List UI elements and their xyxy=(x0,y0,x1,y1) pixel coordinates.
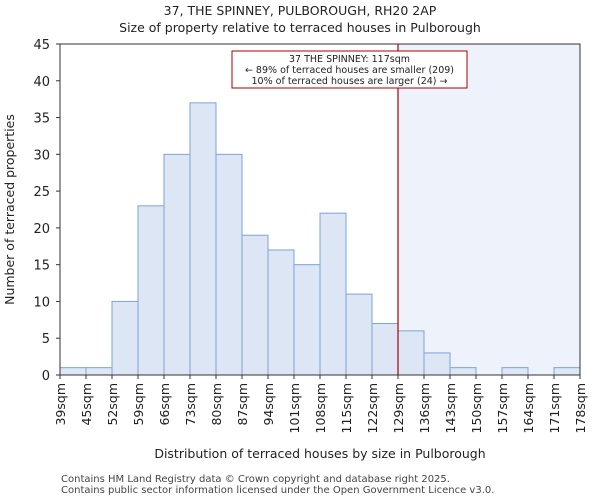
histogram-bar xyxy=(501,367,529,376)
histogram-bar xyxy=(371,323,399,376)
x-tick-label: 143sqm xyxy=(443,383,458,433)
x-tick-label: 115sqm xyxy=(339,383,354,433)
x-tick-label: 164sqm xyxy=(521,383,536,433)
licence-footer: Contains public sector information licen… xyxy=(61,485,495,496)
y-axis-label: Number of terraced properties xyxy=(2,114,17,305)
x-tick-label: 136sqm xyxy=(417,383,432,433)
x-tick-label: 122sqm xyxy=(365,383,380,433)
chart-title: 37, THE SPINNEY, PULBOROUGH, RH20 2AP xyxy=(163,3,437,18)
y-tick-label: 30 xyxy=(33,148,50,163)
annotation-line-3: 10% of terraced houses are larger (24) → xyxy=(252,76,448,87)
annotation-line-1: 37 THE SPINNEY: 117sqm xyxy=(289,54,410,65)
histogram-bar xyxy=(449,367,477,376)
x-tick-label: 87sqm xyxy=(235,383,250,426)
histogram-bar xyxy=(59,367,87,376)
x-tick-label: 150sqm xyxy=(469,383,484,433)
x-tick-label: 108sqm xyxy=(313,383,328,433)
histogram-bar xyxy=(85,367,113,376)
annotation-box xyxy=(231,50,468,89)
histogram-bar xyxy=(293,264,321,376)
histogram-bar xyxy=(345,293,373,376)
y-tick-label: 15 xyxy=(33,259,50,274)
y-tick-label: 40 xyxy=(33,75,50,90)
x-tick-label: 171sqm xyxy=(547,383,562,433)
y-tick-label: 25 xyxy=(33,185,50,200)
x-tick-label: 129sqm xyxy=(391,383,406,433)
x-tick-label: 73sqm xyxy=(183,383,198,426)
histogram-bar xyxy=(397,330,425,376)
chart-subtitle: Size of property relative to terraced ho… xyxy=(119,20,481,35)
x-tick-label: 45sqm xyxy=(79,383,94,426)
x-axis-label: Distribution of terraced houses by size … xyxy=(154,446,485,461)
y-tick-label: 45 xyxy=(33,38,50,53)
x-tick-label: 39sqm xyxy=(53,383,68,426)
y-tick-label: 10 xyxy=(33,295,50,310)
y-tick-label: 35 xyxy=(33,112,50,127)
histogram-bar xyxy=(163,153,191,376)
larger-region-shading xyxy=(398,44,580,375)
x-tick-label: 157sqm xyxy=(495,383,510,433)
histogram-bar xyxy=(241,234,269,376)
histogram-bar xyxy=(215,153,243,376)
y-tick-label: 20 xyxy=(33,222,50,237)
histogram-bar xyxy=(423,352,451,376)
histogram-bar xyxy=(319,212,347,376)
histogram-bar xyxy=(137,205,165,376)
histogram-bar xyxy=(189,102,217,376)
x-tick-label: 94sqm xyxy=(261,383,276,426)
annotation-line-2: ← 89% of terraced houses are smaller (20… xyxy=(245,65,454,76)
histogram-bar xyxy=(553,367,581,376)
x-tick-label: 59sqm xyxy=(131,383,146,426)
x-tick-label: 101sqm xyxy=(287,383,302,433)
x-tick-label: 178sqm xyxy=(573,383,588,433)
y-tick-label: 0 xyxy=(42,369,50,384)
copyright-footer: Contains HM Land Registry data © Crown c… xyxy=(61,474,450,485)
x-tick-label: 66sqm xyxy=(157,383,172,426)
x-tick-label: 52sqm xyxy=(105,383,120,426)
histogram-bar xyxy=(111,300,139,376)
histogram-bar xyxy=(267,249,295,376)
x-tick-label: 80sqm xyxy=(209,383,224,426)
y-tick-label: 5 xyxy=(42,332,50,347)
